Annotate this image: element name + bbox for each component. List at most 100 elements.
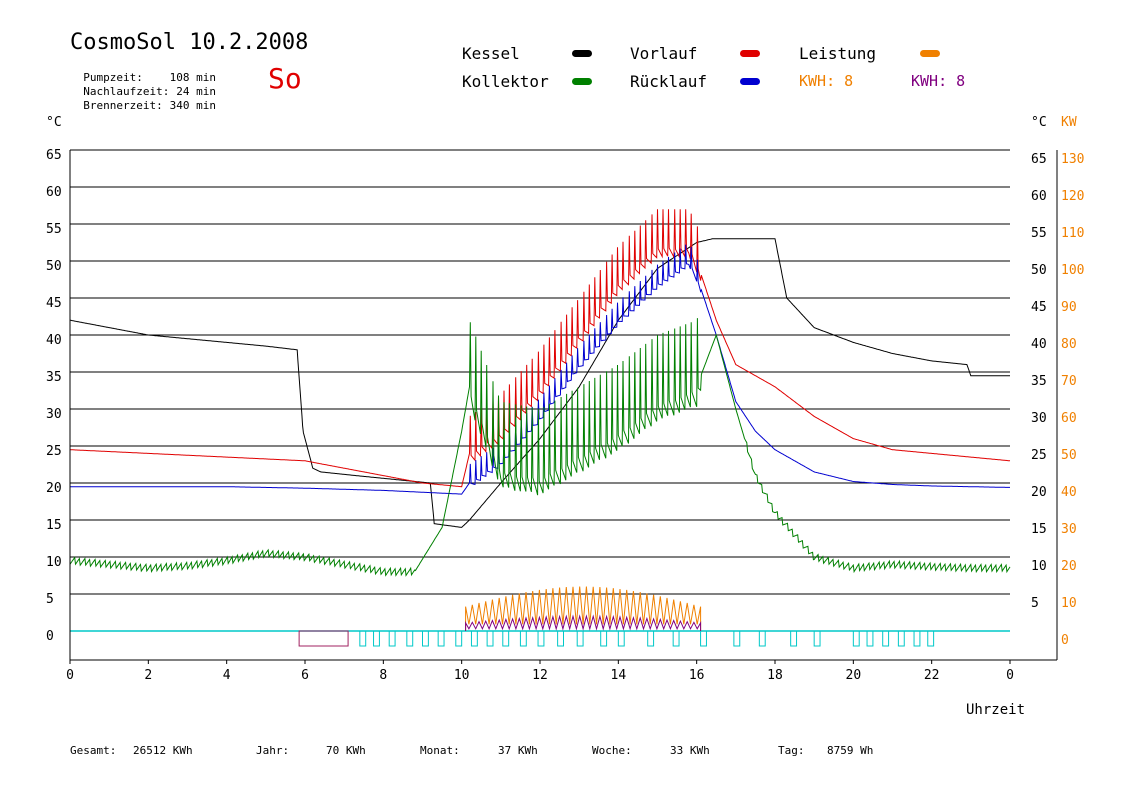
footer-month-value: 37 KWh bbox=[498, 744, 538, 757]
kwh-purple-label: KWH: 8 bbox=[911, 72, 966, 90]
pump-block bbox=[733, 630, 741, 647]
kwh-orange-label: KWH: 8 bbox=[799, 72, 854, 90]
legend-ruecklauf-label: Rücklauf bbox=[630, 72, 708, 91]
chart-axes bbox=[69, 150, 1058, 664]
pump-time-value: 108 min bbox=[169, 71, 216, 84]
kw-tick-label: 30 bbox=[1061, 522, 1077, 537]
y-tick-label-right: 30 bbox=[1031, 411, 1047, 426]
afterrun-time-row: Nachlaufzeit: 24 min bbox=[70, 72, 216, 98]
legend-kessel-swatch bbox=[572, 50, 592, 57]
legend-kessel-label: Kessel bbox=[462, 44, 520, 63]
y-axis-label-left: °C bbox=[46, 115, 62, 130]
y-tick-label-left: 55 bbox=[46, 222, 62, 237]
x-tick-label: 4 bbox=[223, 668, 231, 683]
pump-block bbox=[647, 630, 655, 647]
legend-ruecklauf-swatch bbox=[740, 78, 760, 85]
y-tick-label-right: 5 bbox=[1031, 596, 1039, 611]
y-tick-label-left: 20 bbox=[46, 481, 62, 496]
x-tick-label: 2 bbox=[144, 668, 152, 683]
legend-kessel: Kessel bbox=[462, 44, 520, 63]
temperature-series bbox=[69, 209, 1011, 577]
y-tick-label-right: 40 bbox=[1031, 337, 1047, 352]
kw-axis-label: KW bbox=[1061, 115, 1077, 130]
pump-block bbox=[519, 630, 527, 647]
power-series bbox=[465, 586, 702, 631]
y-tick-label-right: 20 bbox=[1031, 485, 1047, 500]
pump-block bbox=[576, 630, 584, 647]
y-tick-label-left: 60 bbox=[46, 185, 62, 200]
burner-time-row: Brennerzeit: 340 min bbox=[70, 86, 216, 112]
footer-total-label: Gesamt: bbox=[70, 744, 117, 757]
y-tick-label-right: 60 bbox=[1031, 189, 1047, 204]
x-tick-label: 6 bbox=[301, 668, 309, 683]
pump-block bbox=[373, 630, 380, 647]
kw-tick-label: 130 bbox=[1061, 152, 1084, 167]
legend-leistung: Leistung bbox=[799, 44, 876, 63]
pump-block bbox=[406, 630, 414, 647]
x-tick-label: 10 bbox=[454, 668, 470, 683]
series-kollektor bbox=[69, 318, 1011, 577]
kw-tick-label: 100 bbox=[1061, 263, 1084, 278]
grid-lines bbox=[70, 149, 1010, 595]
footer-day-label: Tag: bbox=[778, 744, 805, 757]
pump-block bbox=[486, 630, 494, 647]
weekday-label: So bbox=[268, 62, 302, 95]
pump-block bbox=[557, 630, 564, 647]
pump-time-row: Pumpzeit: 108 min bbox=[70, 58, 216, 84]
pump-time-label: Pumpzeit: bbox=[83, 71, 143, 84]
afterrun-time-value: 24 min bbox=[176, 85, 216, 98]
pump-block bbox=[388, 630, 396, 647]
legend-leistung-swatch bbox=[920, 50, 940, 57]
kw-tick-label: 110 bbox=[1061, 226, 1084, 241]
y-tick-label-left: 50 bbox=[46, 259, 62, 274]
pump-block bbox=[700, 630, 707, 647]
kw-tick-label: 20 bbox=[1061, 559, 1077, 574]
burner-time-value: 340 min bbox=[169, 99, 216, 112]
y-tick-label-left: 65 bbox=[46, 148, 62, 163]
kw-tick-label: 0 bbox=[1061, 633, 1069, 648]
series-rücklauf bbox=[70, 244, 1010, 495]
burner-time-label: Brennerzeit: bbox=[83, 99, 163, 112]
pump-block bbox=[927, 630, 935, 647]
pump-block bbox=[882, 630, 890, 647]
x-tick-label: 8 bbox=[379, 668, 387, 683]
x-tick-label: 22 bbox=[924, 668, 940, 683]
footer-month-label: Monat: bbox=[420, 744, 460, 757]
y-tick-label-right: 35 bbox=[1031, 374, 1047, 389]
pump-block bbox=[359, 630, 367, 647]
footer-day-value: 8759 Wh bbox=[827, 744, 874, 757]
x-tick-label: 18 bbox=[767, 668, 783, 683]
y-tick-label-right: 65 bbox=[1031, 152, 1047, 167]
y-tick-label-right: 45 bbox=[1031, 300, 1047, 315]
pump-block bbox=[758, 630, 766, 647]
pump-block bbox=[913, 630, 921, 647]
afterrun-time-label: Nachlaufzeit: bbox=[83, 85, 170, 98]
kw-tick-label: 10 bbox=[1061, 596, 1077, 611]
y-tick-label-right: 50 bbox=[1031, 263, 1047, 278]
x-axis-label: Uhrzeit bbox=[966, 702, 1025, 718]
pump-block bbox=[852, 630, 860, 647]
x-tick-label: 14 bbox=[611, 668, 627, 683]
y-tick-label-right: 10 bbox=[1031, 559, 1047, 574]
y-tick-label-left: 5 bbox=[46, 592, 54, 607]
legend-vorlauf: Vorlauf bbox=[630, 44, 697, 63]
y-tick-label-left: 25 bbox=[46, 444, 62, 459]
footer-year-value: 70 KWh bbox=[326, 744, 366, 757]
kw-tick-label: 120 bbox=[1061, 189, 1084, 204]
footer-week-value: 33 KWh bbox=[670, 744, 710, 757]
pump-block bbox=[437, 630, 445, 647]
kw-tick-label: 40 bbox=[1061, 485, 1077, 500]
y-tick-label-left: 0 bbox=[46, 629, 54, 644]
kw-tick-label: 50 bbox=[1061, 448, 1077, 463]
series-kessel bbox=[69, 238, 1010, 528]
series-vorlauf bbox=[70, 209, 1011, 488]
pump-block bbox=[502, 630, 510, 647]
pump-block bbox=[422, 630, 429, 647]
y-tick-label-left: 35 bbox=[46, 370, 62, 385]
kw-tick-label: 60 bbox=[1061, 411, 1077, 426]
pump-block bbox=[537, 630, 545, 647]
x-tick-label: 0 bbox=[66, 668, 74, 683]
y-tick-label-left: 40 bbox=[46, 333, 62, 348]
kw-tick-label: 80 bbox=[1061, 337, 1077, 352]
legend-kollektor-swatch bbox=[572, 78, 592, 85]
